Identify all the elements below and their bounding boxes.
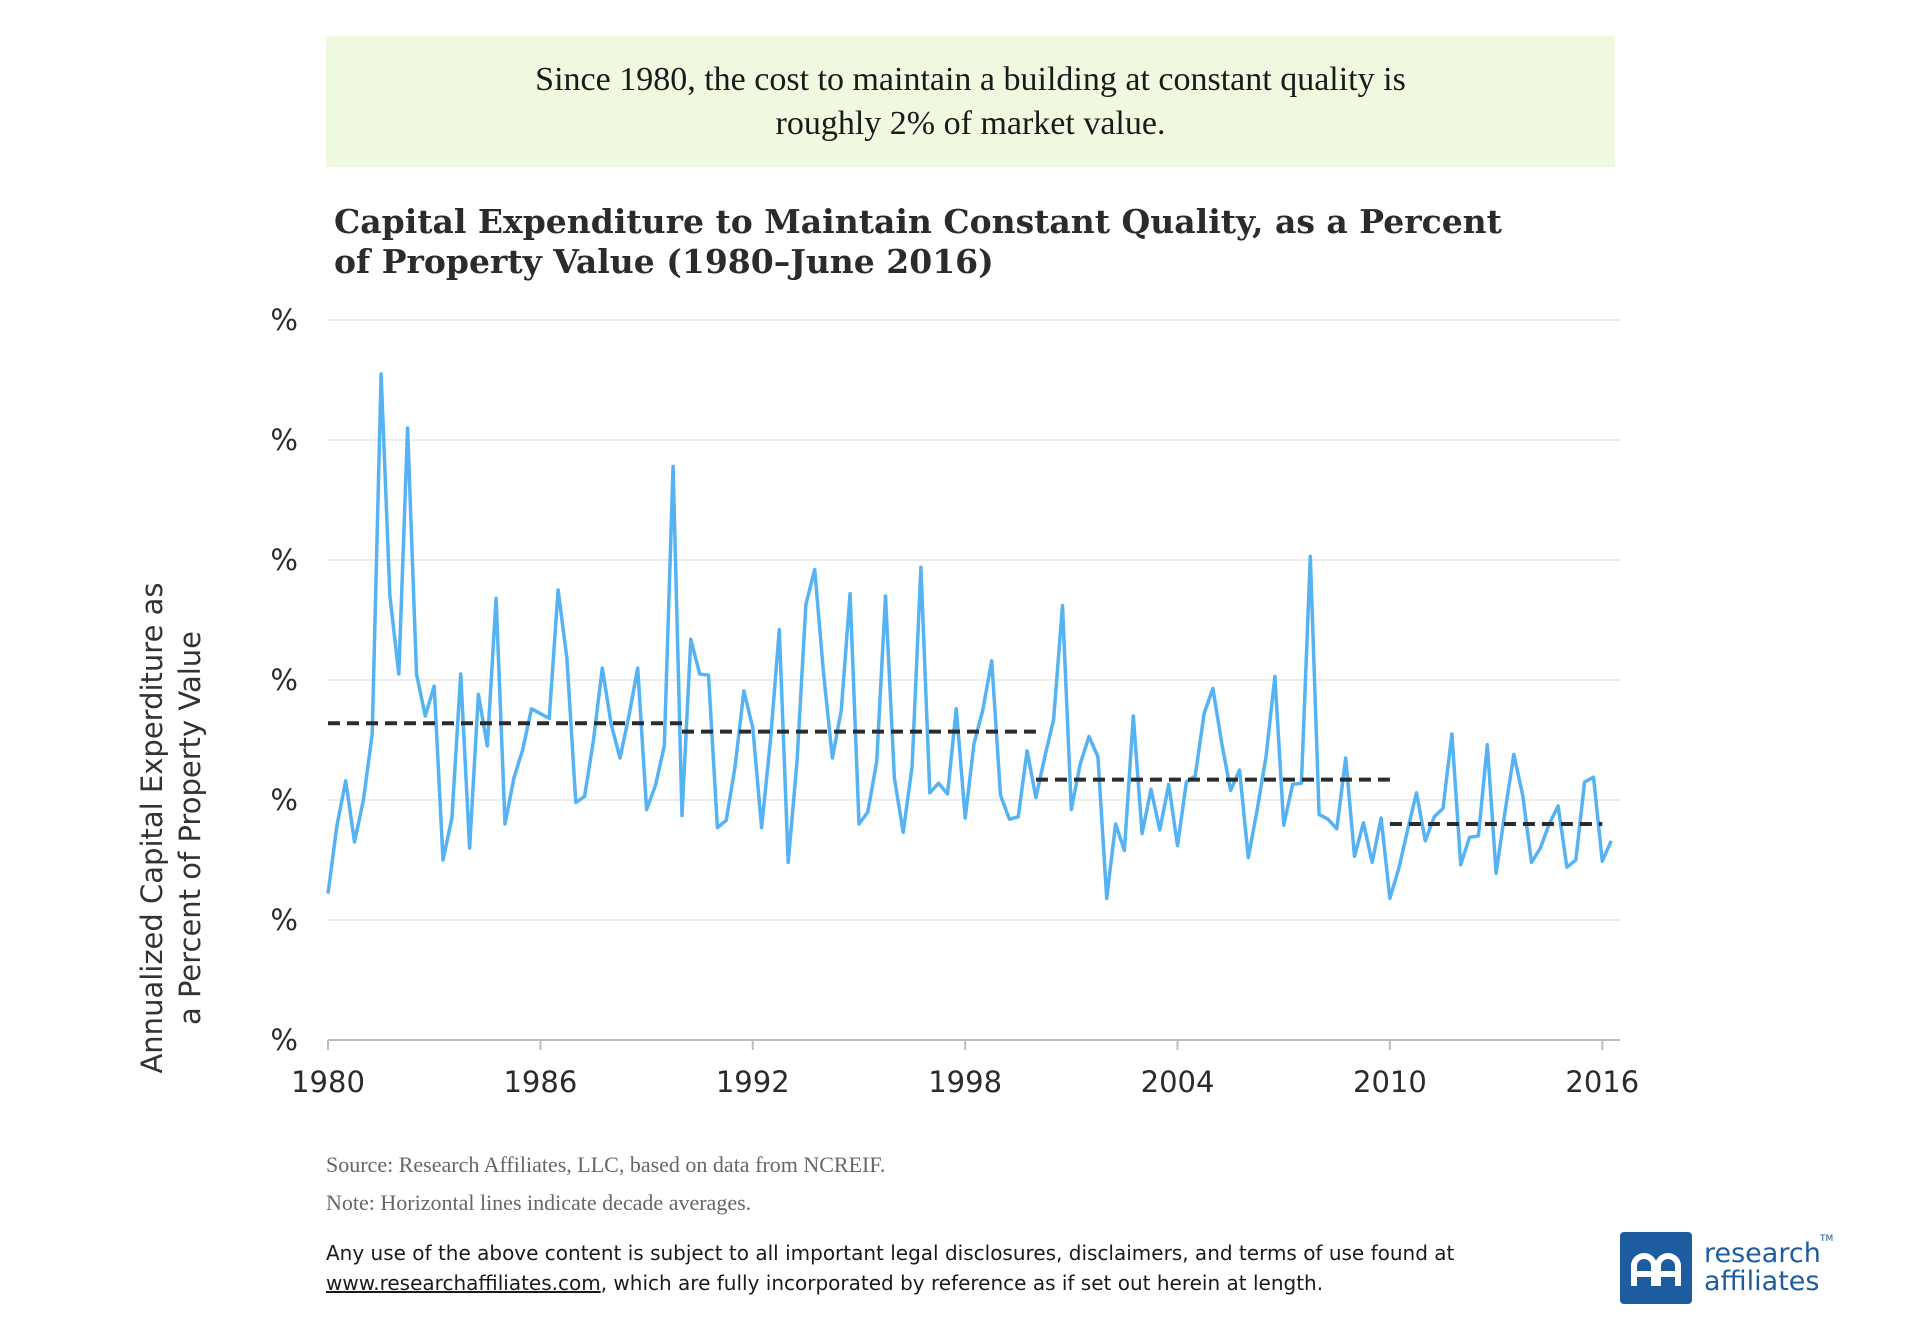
logo-mark-glyph — [1631, 1253, 1681, 1286]
x-tick-label: 1980 — [291, 1065, 365, 1099]
decade-average-lines — [328, 721, 1603, 826]
logo-mark-icon — [1620, 1232, 1692, 1304]
y-axis-label: Annualized Capital Experditure as a Perc… — [133, 548, 209, 1108]
callout-line-2: roughly 2% of market value. — [775, 105, 1166, 142]
x-tick-label: 1992 — [716, 1065, 790, 1099]
chart-title-line-2: of Property Value (1980–June 2016) — [334, 242, 994, 281]
x-axis — [327, 1039, 1620, 1050]
y-axis-label-line-1: Annualized Capital Experditure as — [135, 582, 169, 1074]
logo-line-2: affiliates — [1704, 1266, 1820, 1297]
chart-title: Capital Expenditure to Maintain Constant… — [334, 202, 1534, 282]
x-tick-label: 2016 — [1565, 1065, 1639, 1099]
x-tick-label: 2004 — [1141, 1065, 1215, 1099]
series-line-0 — [326, 372, 1613, 901]
y-tick-label: 2% — [270, 783, 298, 817]
series-layer — [326, 372, 1613, 901]
y-tick-labels: 0% 1% 2% 3% 4% 5% 6% — [270, 303, 298, 1057]
x-tick-label: 1998 — [928, 1065, 1002, 1099]
y-tick-label: 6% — [270, 303, 298, 337]
capex-line-chart: 0% 1% 2% 3% 4% 5% 6% 1980 1986 1992 1998 2004 2010 2… — [270, 303, 1639, 1099]
callout-text: Since 1980, the cost to maintain a build… — [326, 58, 1615, 146]
logo-line-1: research — [1704, 1238, 1821, 1269]
legal-disclaimer: Any use of the above content is subject … — [326, 1238, 1454, 1298]
y-tick-label: 1% — [270, 903, 298, 937]
logo-trademark: TM — [1820, 1234, 1834, 1244]
summary-callout: Since 1980, the cost to maintain a build… — [326, 36, 1615, 167]
y-tick-label: 3% — [270, 663, 298, 697]
x-tick-label: 1986 — [503, 1065, 577, 1099]
x-tick-labels: 1980 1986 1992 1998 2004 2010 2016 — [291, 1065, 1639, 1099]
chart-title-line-1: Capital Expenditure to Maintain Constant… — [334, 202, 1502, 241]
averages-note: Note: Horizontal lines indicate decade a… — [326, 1190, 752, 1215]
x-tick-label: 2010 — [1353, 1065, 1427, 1099]
logo-wordmark: research affiliates — [1704, 1240, 1821, 1296]
legal-line-1: Any use of the above content is subject … — [326, 1241, 1455, 1265]
y-tick-label: 0% — [270, 1023, 298, 1057]
y-tick-label: 4% — [270, 543, 298, 577]
legal-line-2-text: , which are fully incorporated by refere… — [600, 1271, 1324, 1295]
research-affiliates-logo: research affiliates TM — [1620, 1232, 1840, 1304]
website-link[interactable]: www.researchaffiliates.com — [326, 1271, 601, 1295]
legal-line-2: www.researchaffiliates.com, which are fu… — [326, 1268, 1454, 1298]
y-axis-label-line-2: a Percent of Property Value — [173, 630, 207, 1026]
y-tick-label: 5% — [270, 423, 298, 457]
callout-line-1: Since 1980, the cost to maintain a build… — [535, 61, 1406, 98]
source-note: Source: Research Affiliates, LLC, based … — [326, 1152, 886, 1177]
gridlines — [328, 319, 1620, 921]
